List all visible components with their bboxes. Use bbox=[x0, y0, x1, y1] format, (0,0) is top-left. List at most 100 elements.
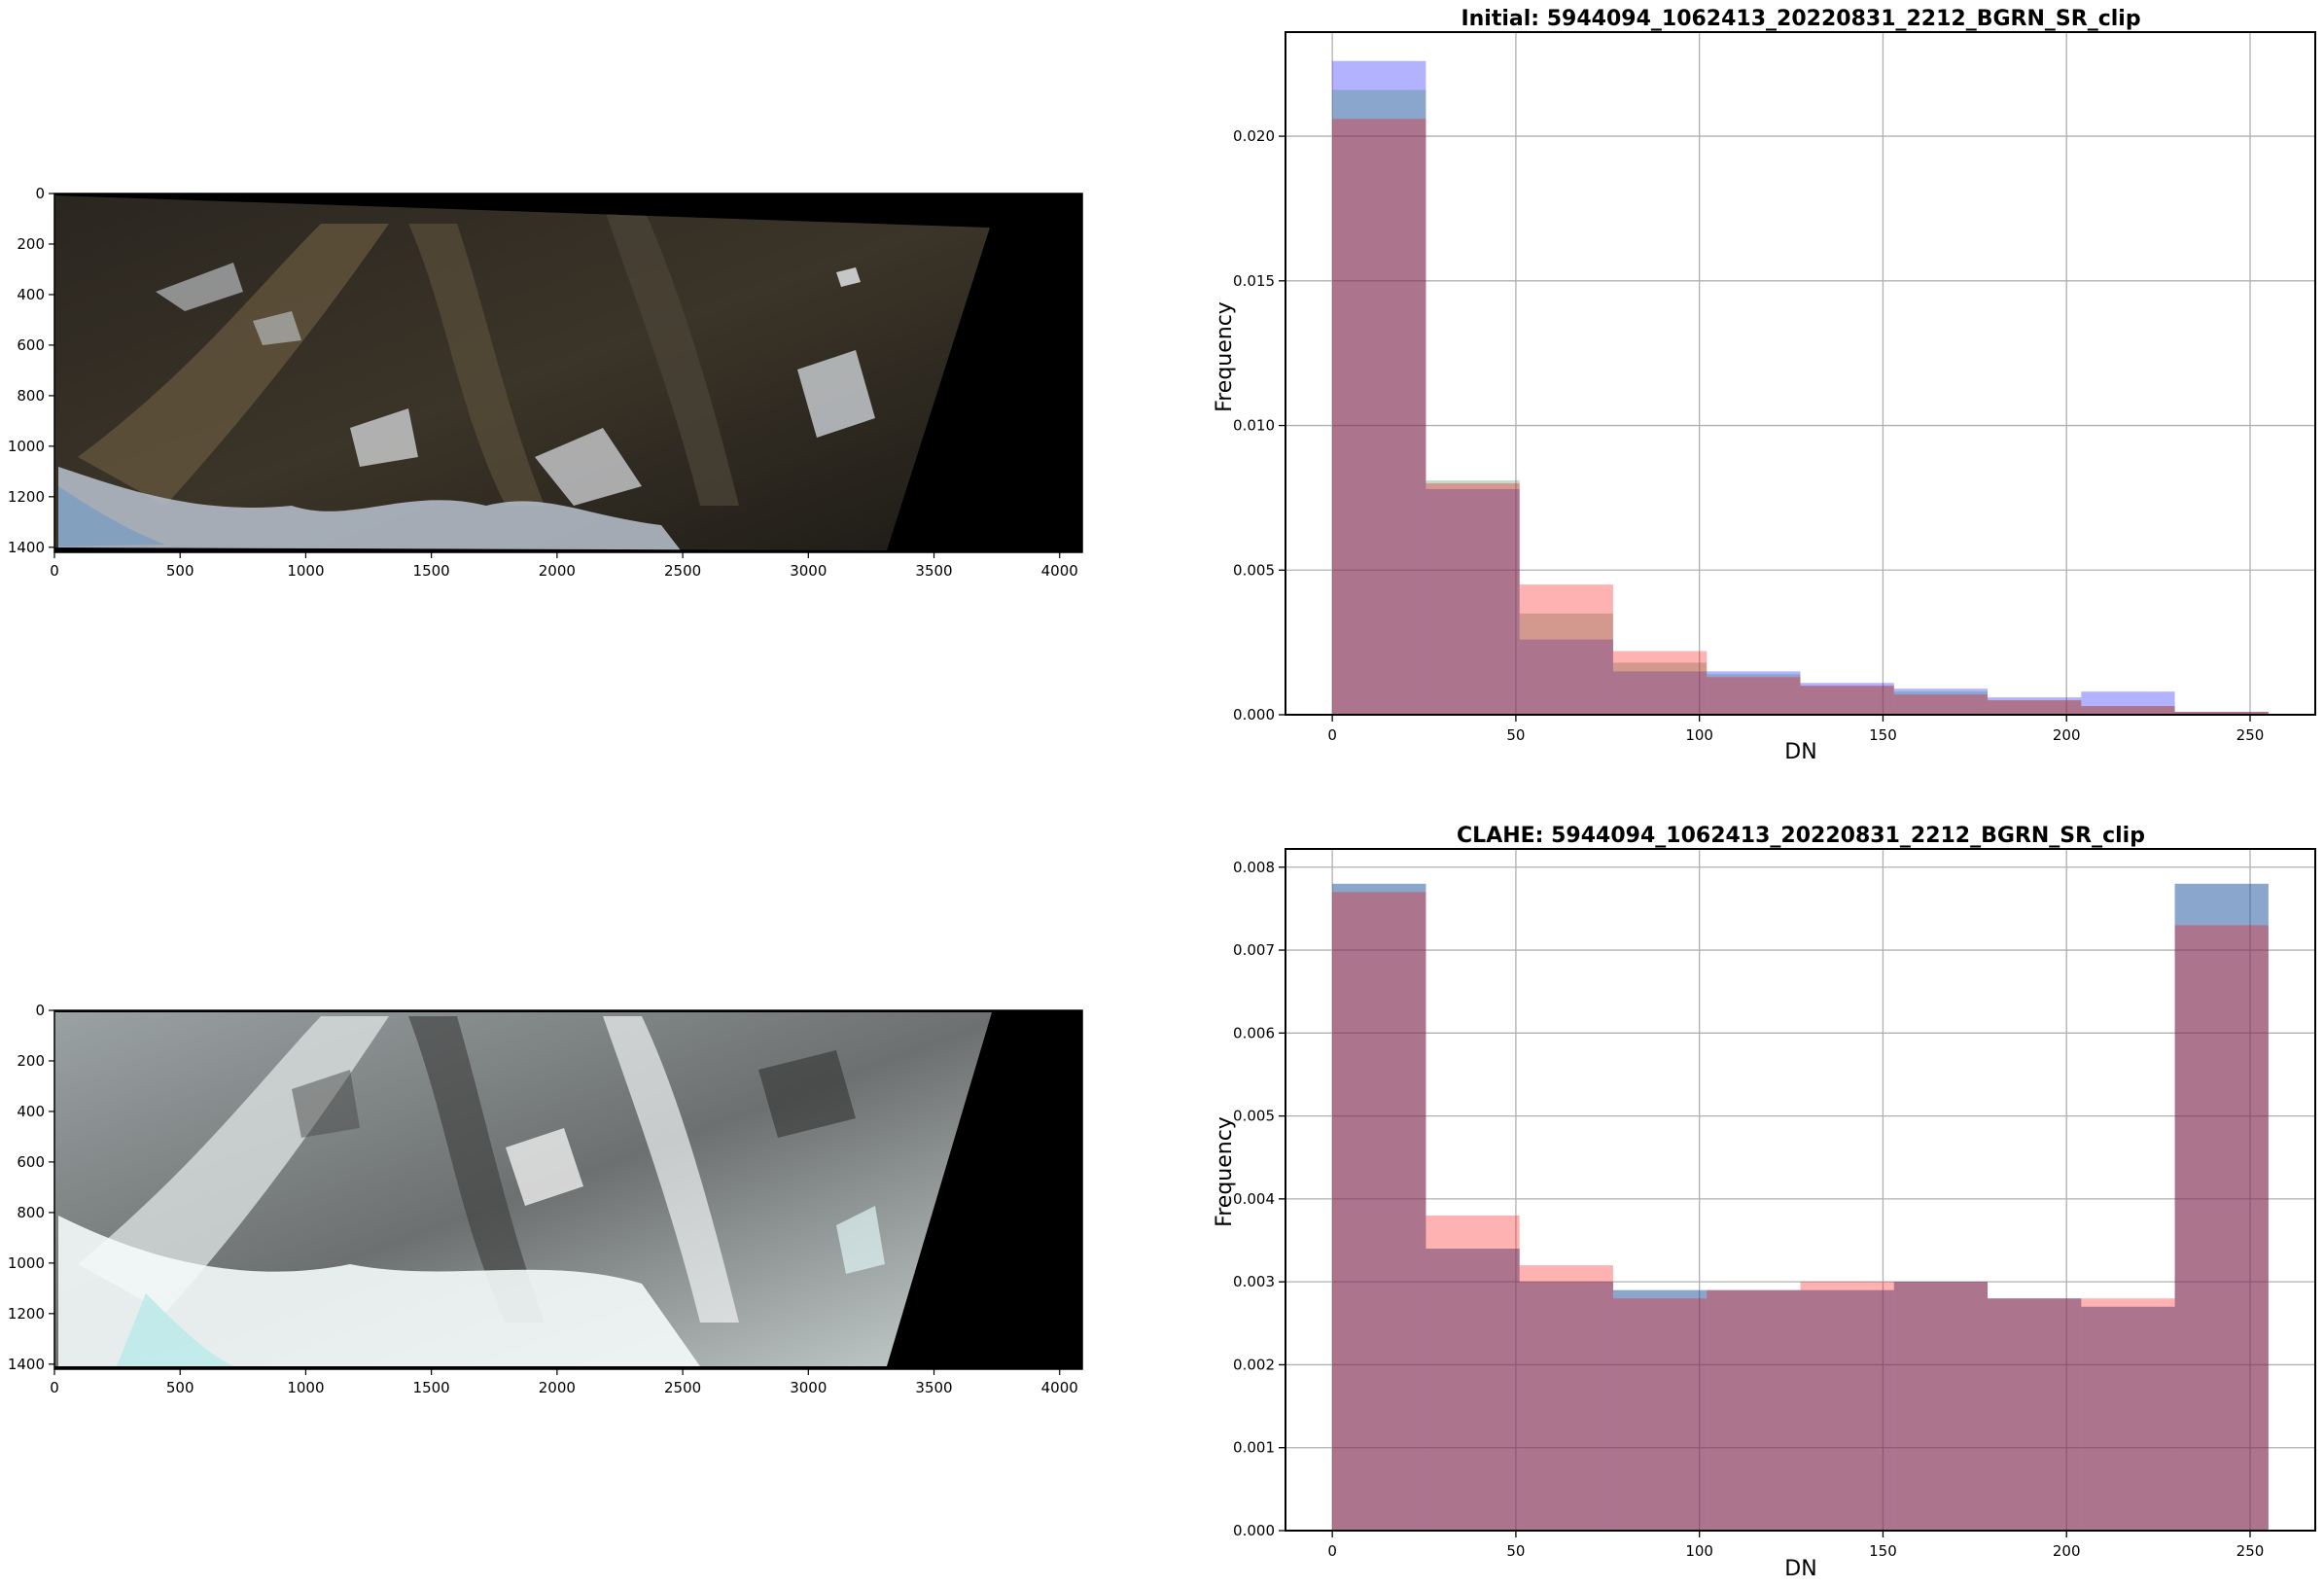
image-top-x-tick-label: 3000 bbox=[790, 562, 827, 580]
histogram-clahe: CLAHE: 5944094_1062413_20220831_2212_BGR… bbox=[1213, 824, 2316, 1581]
hist-clahe-bar-series3-bin7 bbox=[1893, 1282, 1989, 1531]
hist-initial-x-tick-label: 200 bbox=[2053, 726, 2081, 744]
hist-initial-x-tick-label: 250 bbox=[2236, 726, 2265, 744]
image-top-y-tick-label: 800 bbox=[17, 387, 45, 405]
hist-clahe-bar-series3-bin10 bbox=[2174, 925, 2269, 1531]
hist-clahe-x-tick-label: 200 bbox=[2053, 1542, 2081, 1560]
image-bottom-y-tick-label: 1400 bbox=[8, 1356, 45, 1373]
image-top-x-tick-label: 4000 bbox=[1041, 562, 1078, 580]
hist-clahe-bar-series1-bin7 bbox=[1893, 1282, 1989, 1531]
hist-initial-y-tick-label: 0.015 bbox=[1233, 272, 1275, 290]
hist-initial-bar-series3-bin5 bbox=[1707, 677, 1801, 715]
hist-initial-bar-series2-bin5 bbox=[1707, 674, 1801, 715]
image-panel-top: 0 500 1000 1500 2000 2500 3000 3500 4000 0 200 400 6… bbox=[8, 185, 1083, 580]
hist-clahe-bar-series2-bin3 bbox=[1519, 1282, 1613, 1531]
hist-clahe-bar-series2-bin10 bbox=[2174, 883, 2269, 1531]
hist-initial-bar-series2-bin3 bbox=[1519, 613, 1613, 715]
hist-clahe-bar-series1-bin1 bbox=[1332, 883, 1426, 1531]
hist-initial-bar-series3-bin6 bbox=[1800, 686, 1894, 715]
hist-clahe-bar-series3-bin5 bbox=[1707, 1289, 1801, 1531]
hist-clahe-y-tick-label: 0.008 bbox=[1233, 859, 1275, 876]
hist-initial-x-tick-label: 100 bbox=[1685, 726, 1713, 744]
hist-initial-bar-series1-bin5 bbox=[1707, 671, 1801, 715]
image-top-x-tick-label: 500 bbox=[166, 562, 194, 580]
hist-clahe-bar-series2-bin8 bbox=[1988, 1298, 2082, 1531]
image-bottom-x-tick-label: 2500 bbox=[664, 1379, 701, 1396]
image-top-y-tick-label: 600 bbox=[17, 336, 45, 354]
hist-clahe-bar-series1-bin10 bbox=[2174, 883, 2269, 1531]
image-bottom-x-tick-label: 3500 bbox=[915, 1379, 952, 1396]
hist-initial-y-tick-label: 0.005 bbox=[1233, 561, 1275, 579]
hist-initial-bar-series2-bin6 bbox=[1800, 686, 1894, 715]
hist-clahe-x-tick-label: 0 bbox=[1327, 1542, 1337, 1560]
hist-initial-x-tick-label: 150 bbox=[1869, 726, 1897, 744]
image-bottom-x-tick-label: 3000 bbox=[790, 1379, 827, 1396]
hist-initial-bar-series3-bin4 bbox=[1612, 651, 1708, 715]
hist-initial-bar-series2-bin2 bbox=[1426, 480, 1520, 715]
hist-clahe-bar-series3-bin1 bbox=[1332, 892, 1426, 1531]
hist-initial-bar-series1-bin4 bbox=[1612, 671, 1708, 715]
image-top-x-tick-label: 2000 bbox=[539, 562, 576, 580]
hist-initial-bar-series2-bin1 bbox=[1332, 89, 1426, 716]
hist-clahe-bar-series1-bin5 bbox=[1707, 1289, 1801, 1531]
hist-initial-bar-series1-bin9 bbox=[2081, 691, 2175, 715]
hist-initial-x-tick-label: 0 bbox=[1327, 726, 1337, 744]
image-bottom-x-tick-label: 500 bbox=[166, 1379, 194, 1396]
image-top-y-tick-label: 1200 bbox=[8, 488, 45, 506]
hist-clahe-bar-series2-bin7 bbox=[1893, 1282, 1989, 1531]
image-bottom-y-tick-label: 600 bbox=[17, 1153, 45, 1171]
hist-clahe-bar-series1-bin2 bbox=[1426, 1249, 1520, 1531]
image-top-y-tick-label: 200 bbox=[17, 235, 45, 253]
hist-clahe-bar-series3-bin9 bbox=[2081, 1298, 2175, 1531]
hist-initial-bar-series2-bin8 bbox=[1988, 700, 2082, 715]
hist-clahe-y-tick-label: 0.004 bbox=[1233, 1190, 1275, 1208]
image-top-y-tick-label: 0 bbox=[35, 185, 45, 202]
image-top-y-tick-label: 400 bbox=[17, 286, 45, 303]
hist-initial-bar-series1-bin2 bbox=[1426, 488, 1520, 715]
hist-initial-y-tick-label: 0.000 bbox=[1233, 706, 1275, 723]
image-top-x-tick-label: 1500 bbox=[413, 562, 450, 580]
hist-initial-bar-series2-bin10 bbox=[2174, 712, 2269, 715]
hist-clahe-bar-series3-bin4 bbox=[1612, 1298, 1708, 1531]
hist-clahe-bar-series1-bin4 bbox=[1612, 1289, 1708, 1531]
hist-clahe-bar-series3-bin6 bbox=[1800, 1282, 1894, 1531]
hist-clahe-y-tick-label: 0.001 bbox=[1233, 1439, 1275, 1457]
image-bottom-y-tick-label: 200 bbox=[17, 1052, 45, 1070]
hist-clahe-y-tick-label: 0.003 bbox=[1233, 1273, 1275, 1290]
terrain-render-clahe bbox=[54, 1012, 992, 1366]
terrain-render-initial bbox=[54, 195, 990, 550]
image-top-y-tick-label: 1400 bbox=[8, 539, 45, 556]
image-panel-bottom: 0 500 1000 1500 2000 2500 3000 3500 4000 0 200 400 6… bbox=[8, 1002, 1083, 1396]
hist-initial-bar-series3-bin8 bbox=[1988, 700, 2082, 715]
image-bottom-x-tick-label: 0 bbox=[50, 1379, 59, 1396]
hist-initial-x-tick-label: 50 bbox=[1506, 726, 1525, 744]
hist-clahe-bar-series1-bin9 bbox=[2081, 1306, 2175, 1531]
hist-clahe-x-tick-label: 150 bbox=[1869, 1542, 1897, 1560]
chart-title-initial: Initial: 5944094_1062413_20220831_2212_B… bbox=[1461, 7, 2140, 31]
hist-initial-bar-series1-bin1 bbox=[1332, 60, 1426, 715]
hist-clahe-bar-series2-bin2 bbox=[1426, 1249, 1520, 1531]
hist-initial-bar-series2-bin4 bbox=[1612, 662, 1708, 715]
image-bottom-y-tick-label: 0 bbox=[35, 1002, 45, 1019]
hist-clahe-bar-series1-bin8 bbox=[1988, 1298, 2082, 1531]
hist-clahe-axes-frame bbox=[1285, 848, 2316, 1532]
hist-clahe-x-tick-label: 100 bbox=[1685, 1542, 1713, 1560]
hist-initial-bar-series2-bin9 bbox=[2081, 706, 2175, 715]
image-bottom-y-tick-label: 1000 bbox=[8, 1254, 45, 1272]
image-frame-bottom bbox=[53, 1009, 1083, 1370]
hist-initial-bar-series3-bin2 bbox=[1426, 483, 1520, 715]
hist-initial-bar-series2-bin7 bbox=[1893, 691, 1989, 715]
hist-clahe-bar-series3-bin3 bbox=[1519, 1265, 1613, 1531]
x-axis-label-initial: DN bbox=[1784, 740, 1816, 764]
hist-initial-axes-frame bbox=[1285, 31, 2316, 716]
image-bottom-y-tick-label: 800 bbox=[17, 1204, 45, 1221]
image-top-x-tick-label: 3500 bbox=[915, 562, 952, 580]
hist-clahe-x-tick-label: 250 bbox=[2236, 1542, 2265, 1560]
hist-clahe-y-tick-label: 0.000 bbox=[1233, 1522, 1275, 1539]
image-top-x-tick-label: 1000 bbox=[287, 562, 324, 580]
hist-clahe-bar-series3-bin2 bbox=[1426, 1215, 1520, 1531]
hist-clahe-bar-series2-bin1 bbox=[1332, 883, 1426, 1531]
hist-clahe-bar-series1-bin3 bbox=[1519, 1282, 1613, 1531]
hist-initial-bar-series3-bin9 bbox=[2081, 706, 2175, 715]
